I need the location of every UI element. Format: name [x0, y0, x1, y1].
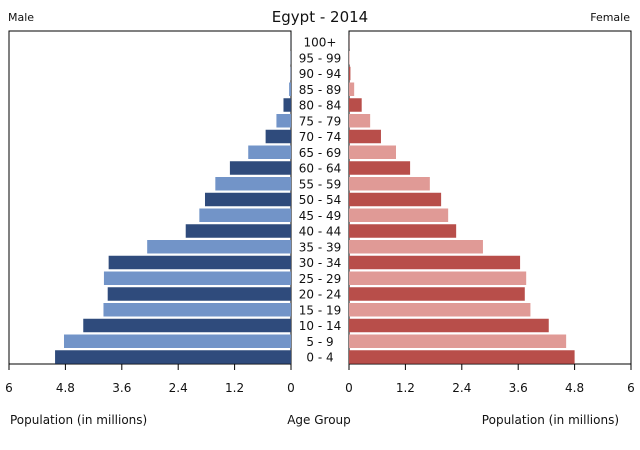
- female-bar: [349, 240, 483, 254]
- male-bar: [64, 335, 291, 349]
- female-bar: [349, 83, 354, 97]
- age-group-label: 95 - 99: [299, 51, 342, 65]
- age-group-label: 85 - 89: [299, 83, 342, 97]
- female-bar: [349, 303, 530, 317]
- age-group-label: 0 - 4: [306, 351, 333, 365]
- age-group-label: 60 - 64: [299, 162, 342, 176]
- age-group-label: 25 - 29: [299, 272, 342, 286]
- chart-title: Egypt - 2014: [272, 8, 368, 26]
- right-side-label: Female: [590, 11, 630, 24]
- female-bar: [349, 272, 526, 286]
- right-tick-label: 1.2: [396, 381, 415, 395]
- male-bar: [266, 130, 291, 144]
- right-tick-label: 4.8: [565, 381, 584, 395]
- age-group-label: 30 - 34: [299, 256, 342, 270]
- male-bar: [199, 209, 291, 223]
- age-group-label: 90 - 94: [299, 67, 342, 81]
- female-bar: [349, 287, 525, 301]
- left-tick-label: 0: [287, 381, 295, 395]
- x-axis-label-left: Population (in millions): [10, 413, 147, 427]
- age-group-label: 20 - 24: [299, 288, 342, 302]
- age-group-label: 100+: [304, 36, 337, 50]
- right-tick-label: 2.4: [452, 381, 471, 395]
- female-bar: [349, 146, 396, 160]
- right-axis-ticks: 0 1.2 2.4 3.6 4.8 6: [345, 364, 635, 395]
- female-bar: [349, 193, 441, 207]
- age-group-label: 50 - 54: [299, 193, 342, 207]
- left-tick-label: 1.2: [225, 381, 244, 395]
- age-group-label: 55 - 59: [299, 177, 342, 191]
- female-bar: [349, 335, 566, 349]
- left-tick-label: 4.8: [56, 381, 75, 395]
- left-axis-ticks: 0 1.2 2.4 3.6 4.8 6: [5, 364, 295, 395]
- x-axis-label-center: Age Group: [287, 413, 351, 427]
- male-bar: [186, 224, 291, 238]
- male-bar: [103, 303, 291, 317]
- male-bar: [108, 287, 291, 301]
- female-bar: [349, 130, 381, 144]
- right-tick-label: 0: [345, 381, 353, 395]
- age-group-label: 35 - 39: [299, 240, 342, 254]
- female-bar: [349, 161, 410, 175]
- age-group-label: 75 - 79: [299, 114, 342, 128]
- female-bar: [349, 256, 520, 270]
- right-tick-label: 6: [627, 381, 635, 395]
- female-bar: [349, 98, 362, 112]
- female-bar: [349, 350, 575, 364]
- age-group-label: 10 - 14: [299, 319, 342, 333]
- male-bar: [276, 114, 291, 128]
- male-bar: [289, 83, 291, 97]
- age-group-label: 70 - 74: [299, 130, 342, 144]
- female-bars: [349, 35, 575, 364]
- male-bar: [83, 319, 291, 333]
- left-side-label: Male: [8, 11, 34, 24]
- left-tick-label: 3.6: [112, 381, 131, 395]
- male-bar: [109, 256, 291, 270]
- male-bar: [283, 98, 291, 112]
- age-group-label: 80 - 84: [299, 99, 342, 113]
- male-bar: [248, 146, 291, 160]
- female-bar: [349, 319, 549, 333]
- male-bar: [55, 350, 291, 364]
- age-group-label: 65 - 69: [299, 146, 342, 160]
- male-bar: [205, 193, 291, 207]
- male-bar: [230, 161, 291, 175]
- age-group-label: 40 - 44: [299, 225, 342, 239]
- female-bar: [349, 224, 456, 238]
- left-tick-label: 2.4: [169, 381, 188, 395]
- age-group-label: 15 - 19: [299, 303, 342, 317]
- female-bar: [349, 114, 370, 128]
- female-bar: [349, 209, 448, 223]
- x-axis-label-right: Population (in millions): [482, 413, 619, 427]
- male-bars: [55, 35, 291, 364]
- male-bar: [147, 240, 291, 254]
- male-bar: [215, 177, 291, 191]
- age-group-label: 5 - 9: [306, 335, 333, 349]
- female-bar: [349, 177, 430, 191]
- age-group-label: 45 - 49: [299, 209, 342, 223]
- right-tick-label: 3.6: [509, 381, 528, 395]
- male-bar: [104, 272, 291, 286]
- female-bar: [349, 67, 350, 81]
- left-tick-label: 6: [5, 381, 13, 395]
